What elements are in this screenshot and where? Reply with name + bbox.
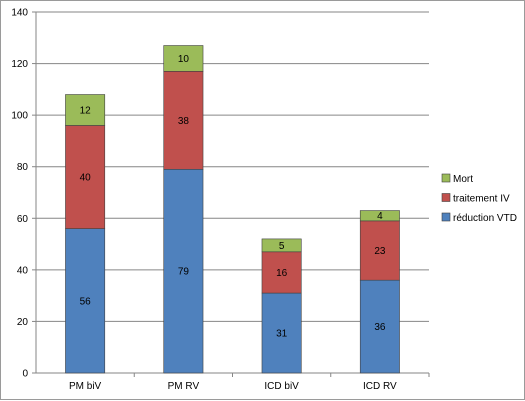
legend-swatch: [441, 212, 451, 222]
bar-segment: [65, 125, 106, 229]
x-tick-label: PM biV: [69, 381, 102, 392]
data-label: 4: [377, 211, 383, 222]
y-tick-label: 60: [17, 214, 29, 225]
bar-segment: [65, 94, 106, 126]
data-label: 5: [279, 241, 285, 252]
bar-segment: [261, 292, 302, 374]
x-tick-label: PM RV: [168, 381, 200, 392]
y-tick-label: 120: [11, 59, 28, 70]
y-tick-label: 80: [17, 162, 29, 173]
x-tick-label: ICD RV: [363, 381, 397, 392]
legend-swatch: [441, 193, 451, 202]
bar-segment: [163, 45, 204, 72]
y-tick-label: 20: [17, 317, 29, 328]
y-tick-label: 40: [17, 265, 29, 276]
y-tick-label: 140: [11, 8, 28, 19]
data-label: 31: [276, 329, 288, 340]
data-label: 56: [80, 296, 92, 307]
legend-label: réduction VTD: [453, 213, 517, 224]
bar-segment: [359, 210, 400, 222]
legend-label: traitement IV: [453, 194, 510, 205]
data-label: 10: [178, 54, 190, 65]
bar-segment: [359, 220, 400, 281]
data-label: 36: [374, 322, 386, 333]
y-tick-label: 100: [11, 111, 28, 122]
data-label: 16: [276, 268, 288, 279]
data-label: 23: [374, 246, 386, 257]
data-label: 79: [178, 267, 190, 278]
bar-segment: [65, 228, 106, 374]
data-label: 12: [80, 105, 92, 116]
data-label: 38: [178, 116, 190, 127]
x-tick-label: ICD biV: [264, 381, 299, 392]
y-tick-label: 0: [22, 369, 28, 380]
bar-segment: [359, 279, 400, 374]
legend-label: Mort: [453, 174, 473, 185]
bar-segment: [261, 238, 302, 253]
data-label: 40: [80, 173, 92, 184]
legend-swatch: [441, 173, 451, 183]
bar-segment: [163, 71, 204, 170]
bar-segment: [163, 168, 204, 374]
bar-segment: [261, 251, 302, 294]
